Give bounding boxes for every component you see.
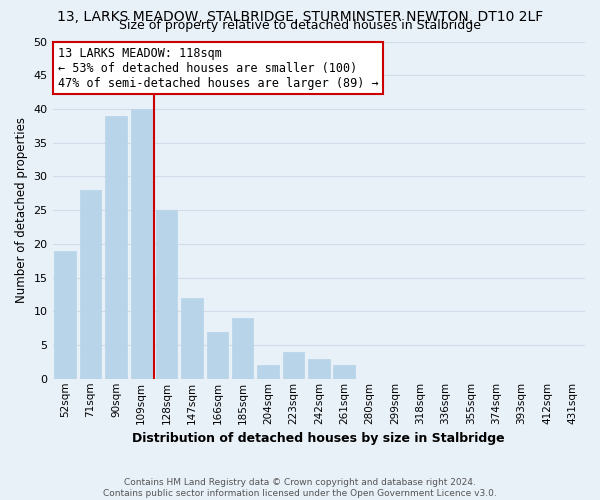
Bar bbox=[257, 366, 279, 379]
Text: 13, LARKS MEADOW, STALBRIDGE, STURMINSTER NEWTON, DT10 2LF: 13, LARKS MEADOW, STALBRIDGE, STURMINSTE… bbox=[57, 10, 543, 24]
Bar bbox=[181, 298, 203, 379]
X-axis label: Distribution of detached houses by size in Stalbridge: Distribution of detached houses by size … bbox=[133, 432, 505, 445]
Bar bbox=[206, 332, 228, 379]
Text: Contains HM Land Registry data © Crown copyright and database right 2024.
Contai: Contains HM Land Registry data © Crown c… bbox=[103, 478, 497, 498]
Bar bbox=[156, 210, 178, 379]
Y-axis label: Number of detached properties: Number of detached properties bbox=[15, 117, 28, 303]
Text: Size of property relative to detached houses in Stalbridge: Size of property relative to detached ho… bbox=[119, 19, 481, 32]
Bar bbox=[55, 250, 76, 379]
Bar bbox=[80, 190, 101, 379]
Bar bbox=[308, 358, 329, 379]
Bar bbox=[105, 116, 127, 379]
Bar bbox=[283, 352, 304, 379]
Text: 13 LARKS MEADOW: 118sqm
← 53% of detached houses are smaller (100)
47% of semi-d: 13 LARKS MEADOW: 118sqm ← 53% of detache… bbox=[58, 46, 379, 90]
Bar bbox=[131, 109, 152, 379]
Bar bbox=[334, 366, 355, 379]
Bar bbox=[232, 318, 253, 379]
